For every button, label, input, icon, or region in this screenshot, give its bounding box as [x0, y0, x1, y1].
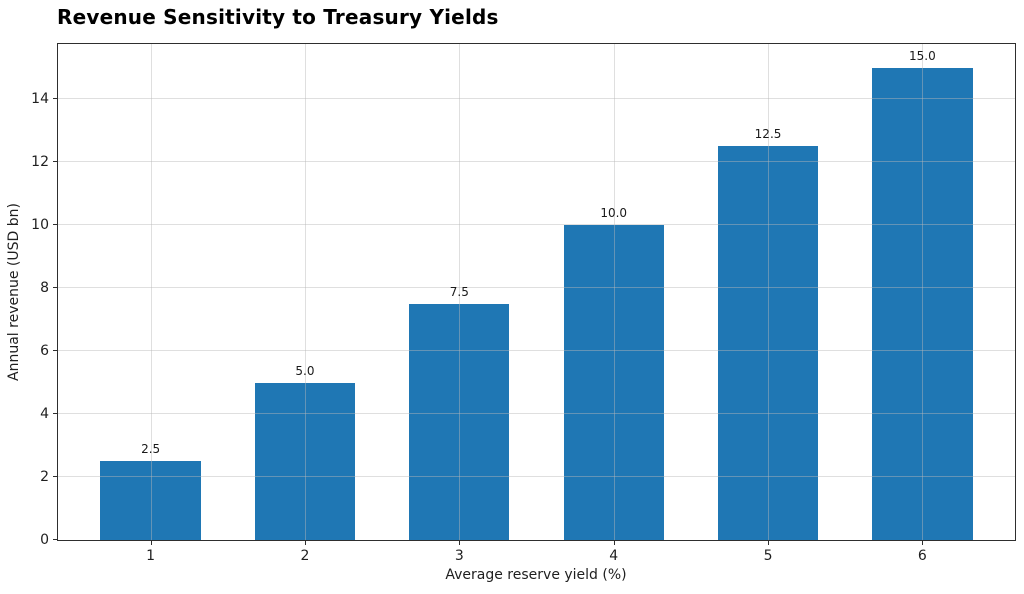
h-gridline	[58, 350, 1015, 352]
y-tick-mark	[53, 350, 58, 352]
h-gridline	[58, 161, 1015, 163]
y-tick-mark	[53, 476, 58, 478]
bar	[409, 303, 510, 540]
h-gridline	[58, 287, 1015, 289]
y-tick-label: 8	[40, 280, 49, 297]
x-axis-label: Average reserve yield (%)	[445, 567, 627, 583]
bar-value-label: 7.5	[449, 284, 469, 299]
bar	[717, 146, 819, 540]
chart-title: Revenue Sensitivity to Treasury Yields	[57, 5, 499, 29]
v-gridline	[768, 44, 770, 540]
v-gridline	[304, 44, 306, 540]
bar-value-label: 2.5	[141, 442, 161, 457]
x-tick-mark	[768, 540, 770, 545]
y-axis-label: Annual revenue (USD bn)	[6, 203, 22, 381]
v-gridline	[922, 44, 924, 540]
v-gridline	[459, 44, 461, 540]
x-tick-label: 2	[300, 548, 310, 564]
bar	[563, 225, 664, 540]
bar	[872, 67, 973, 540]
bar-value-label: 10.0	[600, 206, 628, 221]
y-tick-label: 6	[40, 343, 49, 360]
h-gridline	[58, 476, 1015, 478]
v-gridline	[150, 44, 152, 540]
x-tick-label: 4	[609, 548, 619, 564]
y-tick-mark	[53, 161, 58, 163]
x-tick-label: 3	[454, 548, 464, 564]
x-tick-mark	[304, 540, 306, 545]
y-tick-label: 0	[40, 532, 49, 548]
y-tick-mark	[53, 98, 58, 100]
bar	[254, 382, 356, 540]
x-tick-mark	[613, 540, 615, 545]
bar-value-label: 15.0	[909, 48, 936, 63]
bar-value-label: 5.0	[295, 363, 315, 378]
bar-value-label: 12.5	[754, 127, 782, 142]
h-gridline	[58, 413, 1015, 415]
y-tick-label: 14	[31, 91, 49, 108]
plot-area: 2.5 5.0 7.5 10.0 12.5 15.0 1 2 3 4 5 6 0 2 4 6 8 10 12 14	[31, 43, 1016, 564]
x-tick-mark	[922, 540, 924, 545]
x-tick-mark	[459, 540, 461, 545]
y-tick-label: 4	[40, 406, 49, 423]
x-tick-mark	[150, 540, 152, 545]
h-gridline	[58, 224, 1015, 226]
y-tick-mark	[53, 413, 58, 415]
v-gridline	[613, 44, 615, 540]
h-gridline	[58, 98, 1015, 100]
y-tick-mark	[53, 224, 58, 226]
y-tick-label: 10	[31, 217, 49, 234]
y-tick-label: 12	[31, 154, 49, 171]
y-tick-label: 2	[40, 469, 49, 486]
x-tick-label: 1	[146, 548, 156, 564]
bar	[100, 461, 201, 540]
x-tick-label: 5	[763, 548, 773, 564]
y-tick-mark	[53, 287, 58, 289]
x-tick-label: 6	[917, 548, 927, 564]
y-tick-mark	[53, 539, 58, 540]
